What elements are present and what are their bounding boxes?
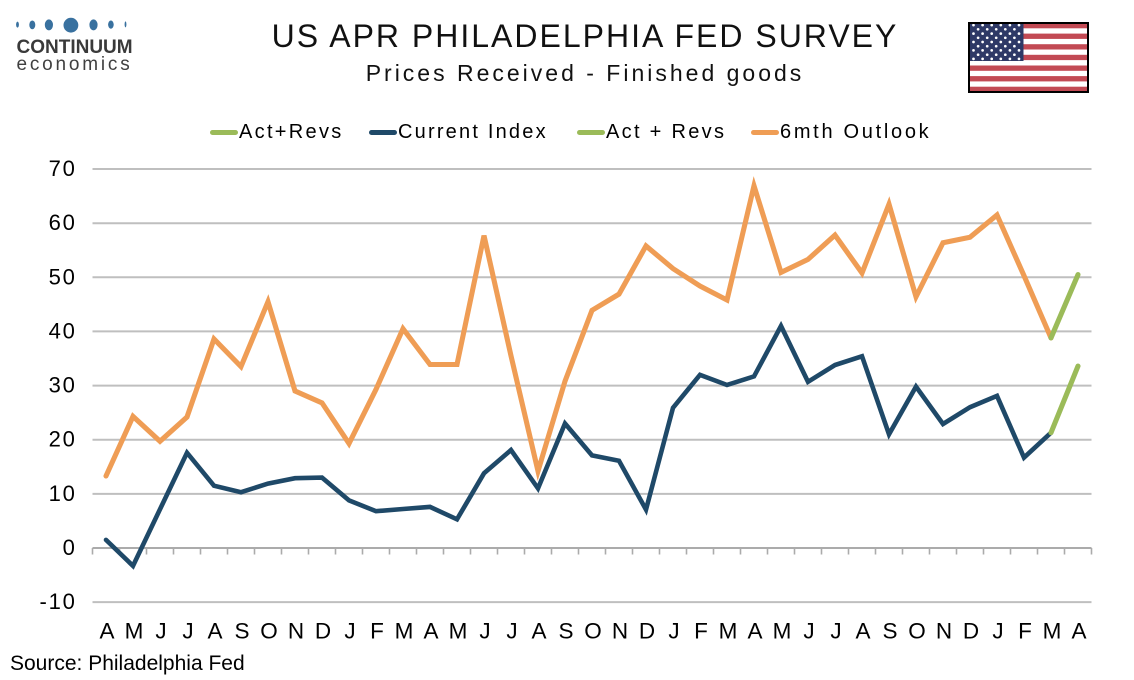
svg-text:A: A [423,619,438,644]
svg-text:economics: economics [17,54,133,75]
svg-text:J: J [155,619,166,644]
svg-text:M: M [719,619,738,644]
svg-text:A: A [531,619,546,644]
svg-text:A: A [207,619,222,644]
svg-text:30: 30 [49,373,77,398]
svg-text:Source: Philadelphia Fed: Source: Philadelphia Fed [10,652,245,675]
svg-text:M: M [449,619,468,644]
svg-text:J: J [830,619,841,644]
svg-text:J: J [479,619,490,644]
svg-text:50: 50 [49,264,77,289]
svg-text:O: O [908,619,926,644]
svg-text:J: J [992,619,1003,644]
svg-text:M: M [1043,619,1062,644]
svg-text:S: S [882,619,897,644]
svg-text:A: A [1071,619,1086,644]
svg-text:CONTINUUM: CONTINUUM [17,37,133,58]
svg-text:40: 40 [49,318,77,343]
svg-text:F: F [370,619,384,644]
svg-text:J: J [668,619,679,644]
svg-text:0: 0 [63,535,77,560]
svg-text:A: A [855,619,870,644]
svg-text:70: 70 [49,156,77,181]
svg-text:J: J [182,619,193,644]
svg-text:M: M [773,619,792,644]
svg-text:D: D [315,619,331,644]
svg-text:M: M [395,619,414,644]
svg-text:D: D [639,619,655,644]
svg-text:-10: -10 [39,589,76,614]
svg-text:M: M [125,619,144,644]
svg-text:O: O [260,619,278,644]
svg-text:D: D [963,619,979,644]
svg-text:F: F [1018,619,1032,644]
svg-text:S: S [234,619,249,644]
svg-text:N: N [612,619,628,644]
svg-text:J: J [803,619,814,644]
svg-text:10: 10 [49,481,77,506]
svg-text:J: J [506,619,517,644]
svg-text:J: J [344,619,355,644]
svg-text:A: A [99,619,114,644]
svg-text:20: 20 [49,427,77,452]
svg-text:A: A [747,619,762,644]
svg-text:F: F [694,619,708,644]
svg-text:S: S [558,619,573,644]
svg-text:60: 60 [49,210,77,235]
svg-text:N: N [936,619,952,644]
svg-text:O: O [584,619,602,644]
svg-text:N: N [288,619,304,644]
